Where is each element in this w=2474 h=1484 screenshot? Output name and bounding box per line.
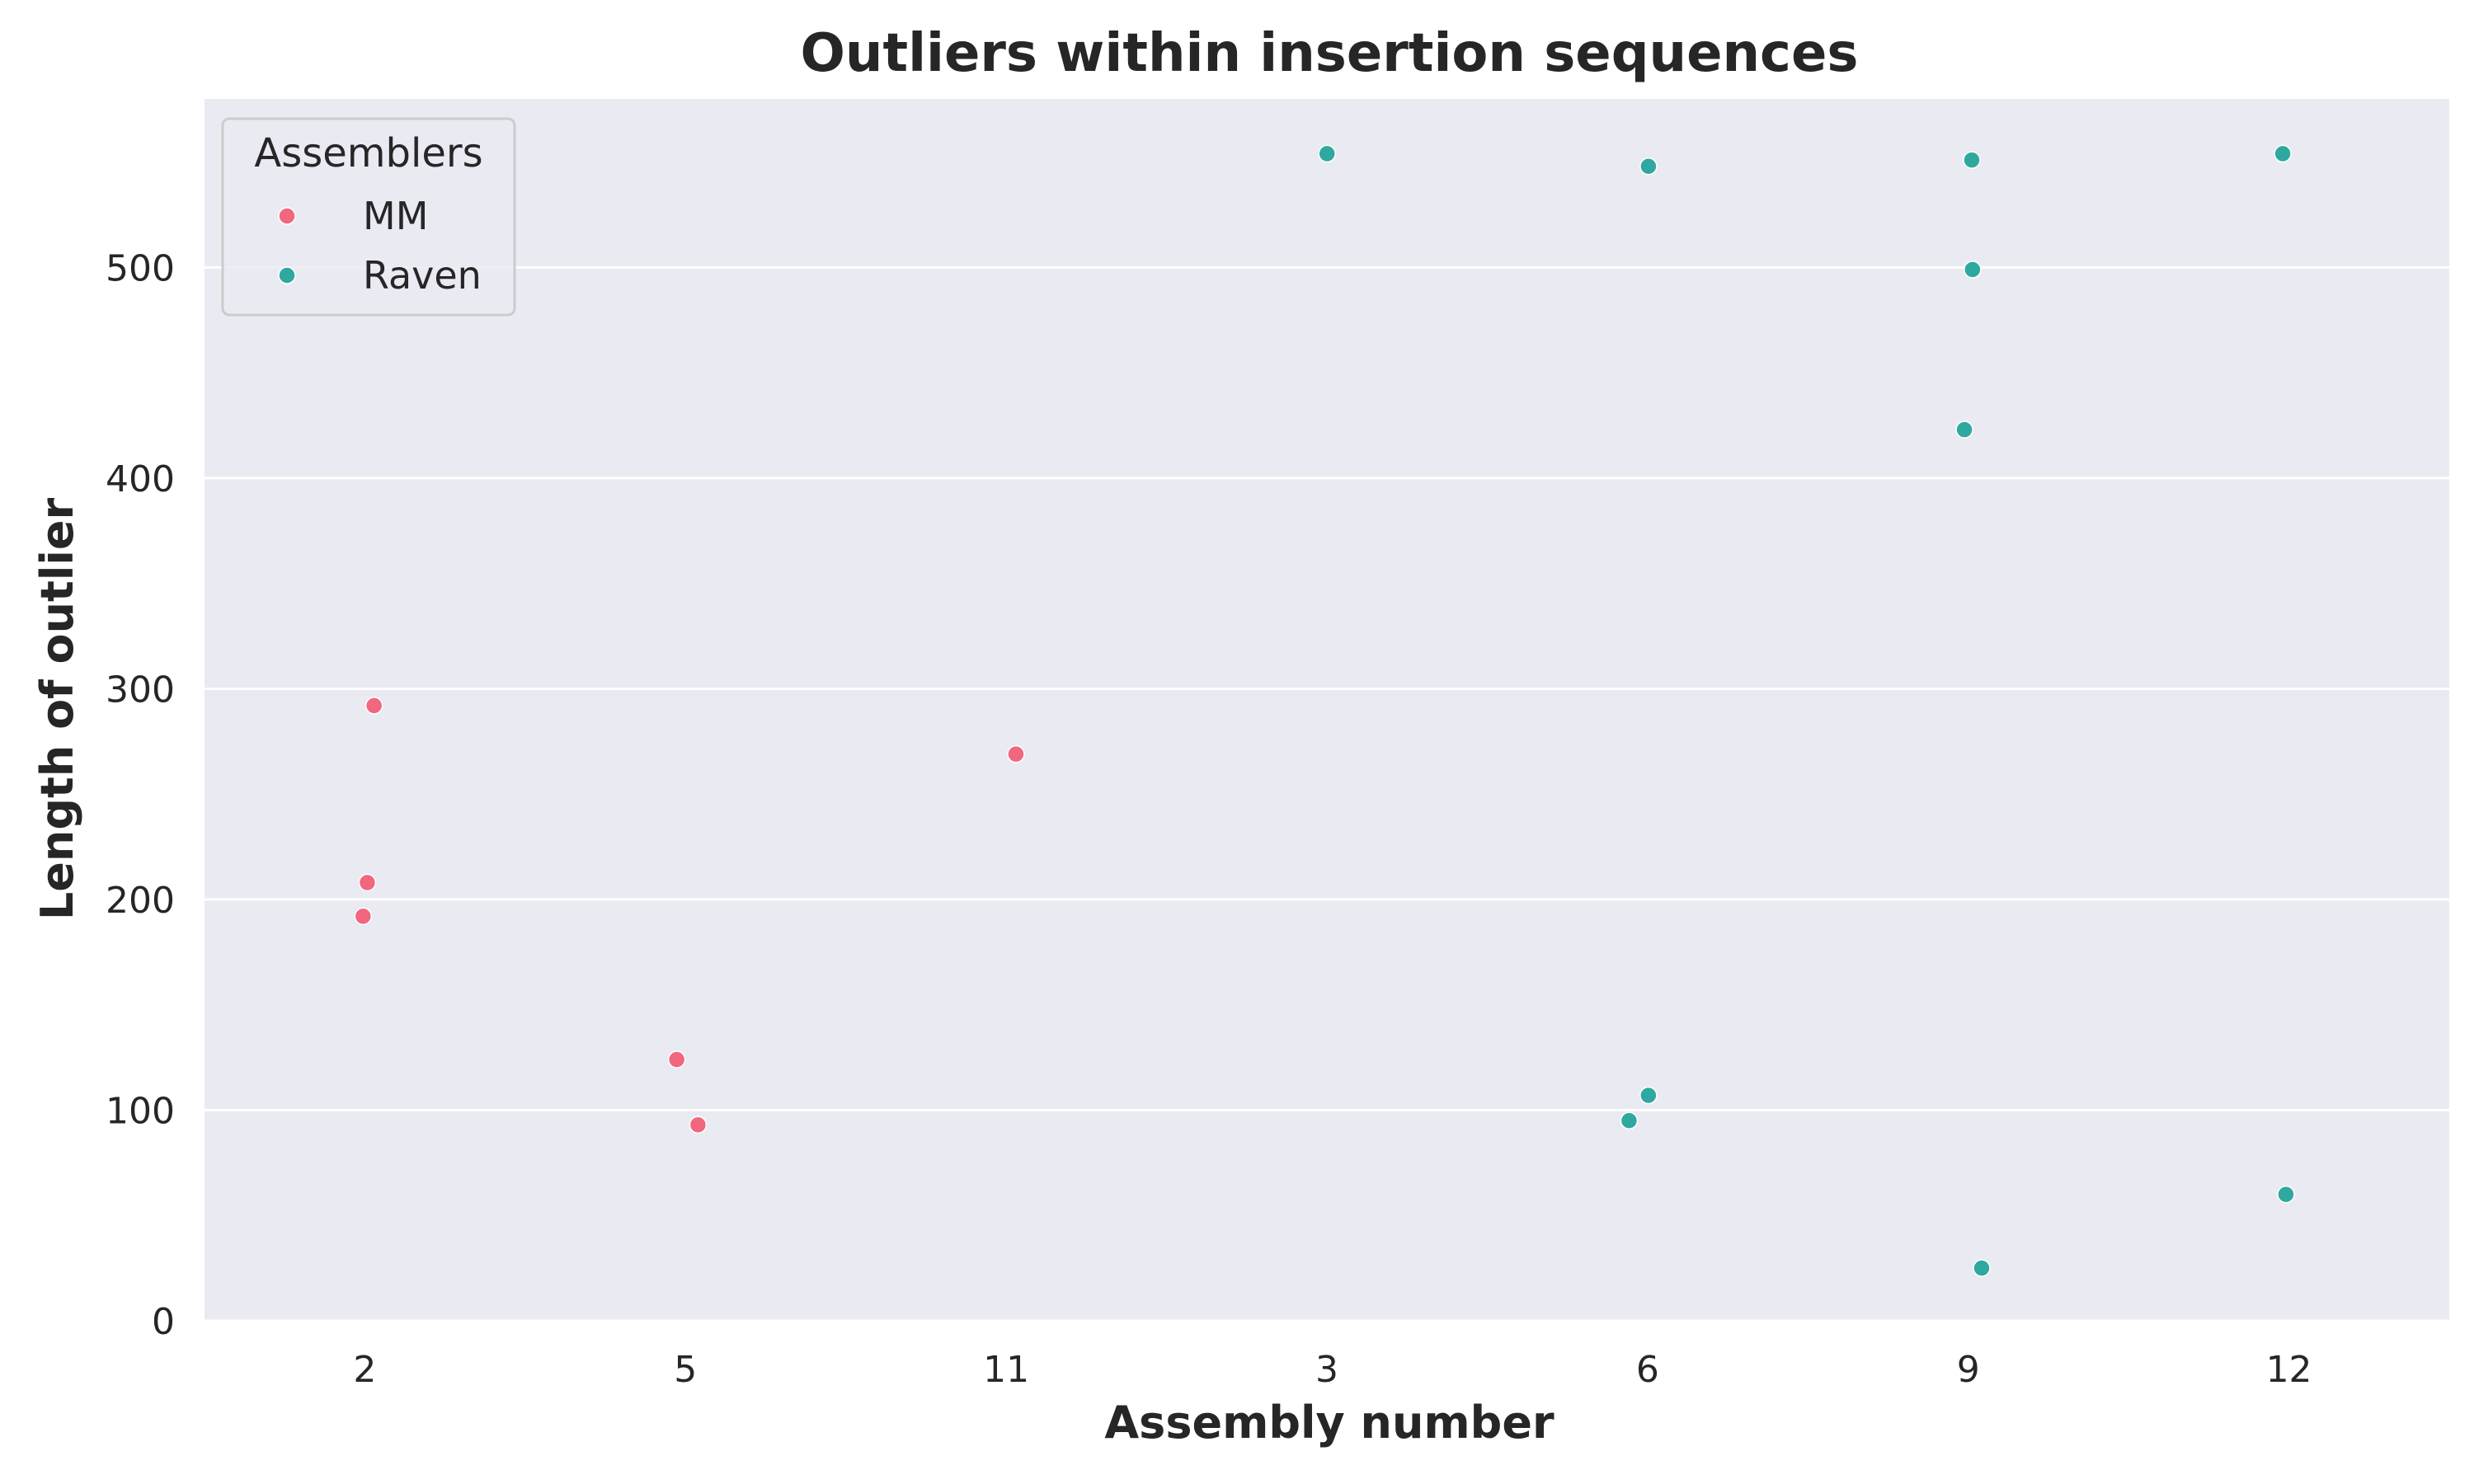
- y-tick-label: 200: [106, 880, 175, 922]
- x-tick-label: 12: [2266, 1349, 2312, 1391]
- gridlines: [205, 265, 2449, 1322]
- x-tick-label: 5: [674, 1349, 697, 1391]
- legend-frame: [221, 117, 516, 317]
- data-point-raven: [2277, 1185, 2295, 1204]
- data-point-raven: [1620, 1111, 1639, 1130]
- data-point-raven: [1955, 420, 1973, 439]
- y-tick-label: 500: [106, 247, 175, 289]
- legend: Assemblers MM Raven: [221, 117, 516, 317]
- x-tick-labels: 2 5 11 3 6 9 12: [353, 1349, 2312, 1391]
- data-point-raven: [1639, 1086, 1658, 1105]
- legend-marker-raven: [278, 266, 296, 284]
- legend-label-mm: MM: [363, 194, 428, 238]
- y-tick-label: 300: [106, 669, 175, 711]
- x-tick-label: 2: [353, 1349, 376, 1391]
- data-point-mm: [354, 907, 373, 926]
- data-point-mm: [358, 873, 377, 892]
- x-tick-label: 6: [1636, 1349, 1659, 1391]
- legend-title: Assemblers: [254, 130, 482, 176]
- x-tick-label: 11: [983, 1349, 1029, 1391]
- y-tick-label: 100: [106, 1090, 175, 1132]
- x-tick-label: 9: [1957, 1349, 1980, 1391]
- data-point-mm: [689, 1115, 708, 1134]
- x-axis-label: Assembly number: [1104, 1397, 1554, 1449]
- legend-label-raven: Raven: [363, 253, 482, 298]
- data-point-raven: [1318, 144, 1336, 163]
- y-axis-label: Length of outlier: [31, 498, 83, 921]
- plot-area: [205, 99, 2449, 1321]
- data-point-raven: [2274, 144, 2292, 163]
- y-tick-label: 0: [152, 1301, 175, 1343]
- data-points: [354, 144, 2295, 1277]
- y-tick-labels: 0 100 200 300 400 500: [106, 247, 175, 1343]
- data-point-mm: [1007, 744, 1025, 763]
- data-point-raven: [1964, 261, 1982, 279]
- x-tick-label: 3: [1315, 1349, 1338, 1391]
- data-point-raven: [1963, 151, 1981, 169]
- legend-marker-mm: [278, 207, 296, 225]
- data-point-mm: [365, 697, 383, 715]
- data-point-raven: [1973, 1259, 1991, 1277]
- data-point-mm: [667, 1050, 686, 1068]
- chart-title: Outliers within insertion sequences: [801, 23, 1859, 84]
- data-point-raven: [1639, 157, 1658, 176]
- y-tick-label: 400: [106, 458, 175, 500]
